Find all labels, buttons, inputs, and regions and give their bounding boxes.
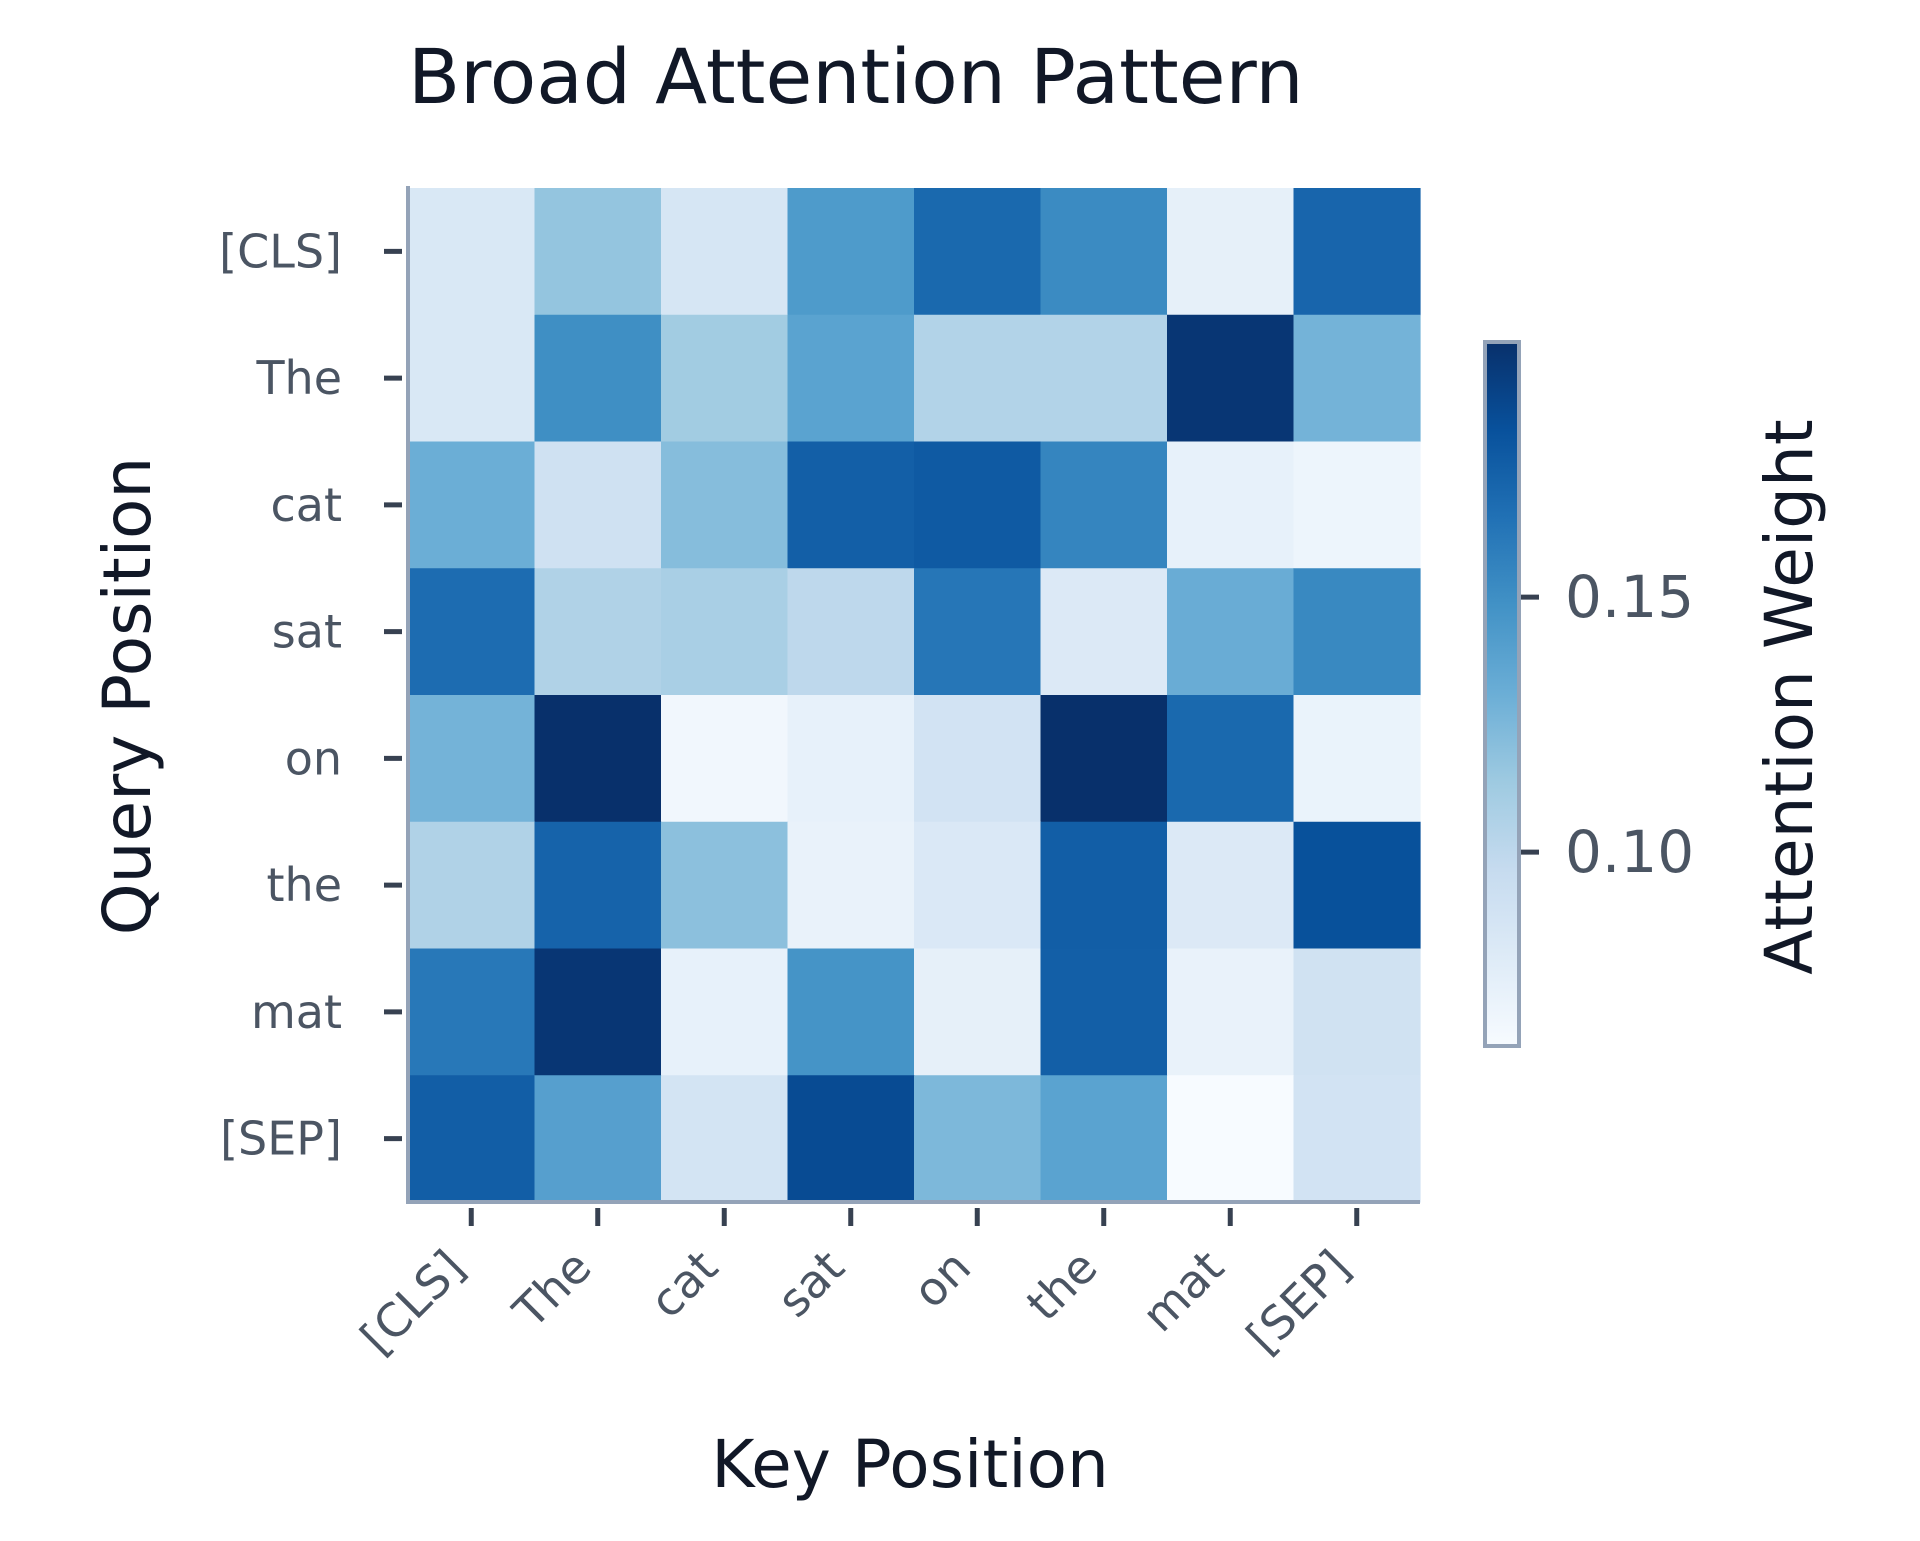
heatmap-cell-6-2 — [661, 948, 789, 1076]
heatmap-cell-5-4 — [914, 821, 1042, 950]
heatmap-cell-2-4 — [914, 441, 1042, 569]
heatmap-cell-3-6 — [1167, 568, 1295, 696]
y-tick-label-4: on — [285, 731, 342, 785]
heatmap-cell-6-3 — [787, 948, 915, 1076]
y-tick-label-0: [CLS] — [219, 224, 342, 278]
heatmap-cell-6-6 — [1167, 948, 1295, 1076]
heatmap-cell-4-4 — [914, 695, 1042, 823]
heatmap-cell-0-7 — [1293, 188, 1421, 316]
colorbar-label: Attention Weight — [1751, 419, 1828, 975]
heatmap-cell-6-7 — [1293, 948, 1421, 1076]
heatmap-cell-7-1 — [534, 1075, 662, 1203]
heatmap-cell-1-3 — [787, 314, 915, 443]
heatmap-axes — [406, 186, 1420, 1204]
x-tick-label-5: the — [1016, 1240, 1108, 1332]
x-tick-label-0: [CLS] — [350, 1240, 475, 1365]
heatmap-cell-2-7 — [1293, 441, 1421, 569]
y-tick-label-7: [SEP] — [220, 1112, 342, 1166]
heatmap-cell-0-3 — [787, 188, 915, 316]
colorbar-bar — [1483, 340, 1521, 1048]
heatmap-cell-2-6 — [1167, 441, 1295, 569]
heatmap-cell-0-5 — [1040, 188, 1168, 316]
heatmap-cell-5-7 — [1293, 821, 1421, 950]
y-tick-label-3: sat — [272, 605, 342, 659]
heatmap-cell-2-0 — [408, 441, 536, 569]
y-axis-label: Query Position — [89, 457, 166, 936]
heatmap-cell-3-2 — [661, 568, 789, 696]
x-axis-label: Key Position — [711, 1426, 1109, 1503]
heatmap-cell-7-7 — [1293, 1075, 1421, 1203]
heatmap-cell-7-2 — [661, 1075, 789, 1203]
heatmap-cell-6-0 — [408, 948, 536, 1076]
heatmap-cell-1-5 — [1040, 314, 1168, 443]
colorbar: 0.10 0.15 — [1483, 340, 1694, 1048]
heatmap-cell-1-2 — [661, 314, 789, 443]
x-tick-label-7: [SEP] — [1236, 1240, 1360, 1364]
heatmap-cell-3-4 — [914, 568, 1042, 696]
x-tick-label-4: on — [902, 1240, 981, 1319]
heatmap-cell-5-2 — [661, 821, 789, 950]
heatmap-cell-3-0 — [408, 568, 536, 696]
y-tick-label-2: cat — [270, 478, 342, 532]
heatmap-cell-2-5 — [1040, 441, 1168, 569]
heatmap-cell-1-6 — [1167, 314, 1295, 443]
heatmap-cell-5-6 — [1167, 821, 1295, 950]
colorbar-tick-label-1: 0.15 — [1565, 563, 1694, 631]
x-ticks: [CLS] The cat sat on the mat [SEP] — [350, 1208, 1361, 1365]
x-tick-label-2: cat — [639, 1240, 728, 1329]
heatmap-cell-6-4 — [914, 948, 1042, 1076]
colorbar-tick-label-0: 0.10 — [1565, 818, 1694, 886]
heatmap-cell-3-5 — [1040, 568, 1168, 696]
heatmap-cell-7-5 — [1040, 1075, 1168, 1203]
y-tick-label-6: mat — [251, 985, 342, 1039]
y-tick-label-5: the — [267, 858, 343, 912]
heatmap-cell-7-0 — [408, 1075, 536, 1203]
heatmap-cell-7-3 — [787, 1075, 915, 1203]
heatmap-cell-4-1 — [534, 695, 662, 823]
heatmap-cell-4-2 — [661, 695, 789, 823]
heatmap-cell-3-1 — [534, 568, 662, 696]
heatmap-cell-2-2 — [661, 441, 789, 569]
heatmap-cell-3-3 — [787, 568, 915, 696]
heatmap-cell-7-4 — [914, 1075, 1042, 1203]
heatmap-cell-1-7 — [1293, 314, 1421, 443]
heatmap-cell-6-1 — [534, 948, 662, 1076]
heatmap-cells — [408, 188, 1421, 1203]
heatmap-cell-5-3 — [787, 821, 915, 950]
heatmap-cell-1-0 — [408, 314, 536, 443]
x-tick-label-3: sat — [767, 1240, 855, 1328]
heatmap-cell-4-5 — [1040, 695, 1168, 823]
heatmap-cell-5-1 — [534, 821, 662, 950]
heatmap-cell-4-3 — [787, 695, 915, 823]
heatmap-cell-4-7 — [1293, 695, 1421, 823]
y-ticks: [CLS] The cat sat on the mat [SEP] — [219, 224, 402, 1166]
heatmap-cell-3-7 — [1293, 568, 1421, 696]
heatmap-cell-2-1 — [534, 441, 662, 569]
heatmap-cell-0-0 — [408, 188, 536, 316]
heatmap-cell-1-1 — [534, 314, 662, 443]
x-tick-label-1: The — [502, 1240, 601, 1339]
heatmap-cell-4-6 — [1167, 695, 1295, 823]
heatmap-cell-4-0 — [408, 695, 536, 823]
y-tick-label-1: The — [255, 351, 342, 405]
x-tick-label-6: mat — [1131, 1240, 1234, 1343]
heatmap-cell-2-3 — [787, 441, 915, 569]
heatmap-cell-0-2 — [661, 188, 789, 316]
heatmap-cell-5-0 — [408, 821, 536, 950]
heatmap-cell-0-6 — [1167, 188, 1295, 316]
heatmap-cell-5-5 — [1040, 821, 1168, 950]
heatmap-cell-1-4 — [914, 314, 1042, 443]
heatmap-cell-0-1 — [534, 188, 662, 316]
heatmap-cell-0-4 — [914, 188, 1042, 316]
heatmap-cell-7-6 — [1167, 1075, 1295, 1203]
heatmap-cell-6-5 — [1040, 948, 1168, 1076]
chart-title: Broad Attention Pattern — [408, 32, 1304, 121]
